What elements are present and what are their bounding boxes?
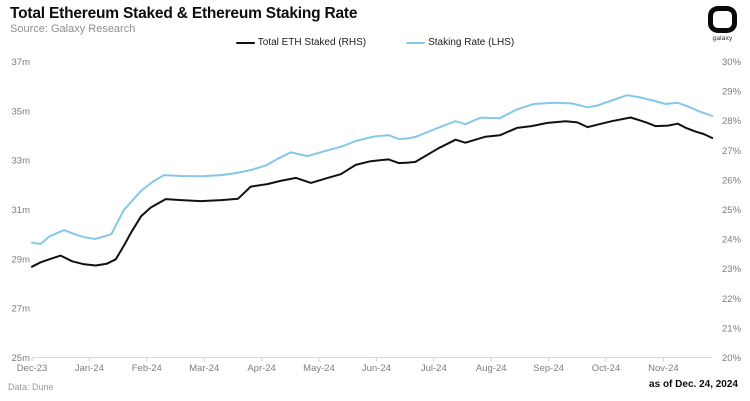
y-axis-right-label: 20% — [722, 353, 742, 364]
y-axis-left-label: 33m — [12, 156, 31, 167]
as-of-date: as of Dec. 24, 2024 — [649, 379, 738, 390]
galaxy-logo: galaxy — [708, 6, 737, 42]
series-line-total-eth-staked-rhs — [31, 116, 714, 268]
x-axis-label: Sep-24 — [533, 363, 564, 374]
x-axis-label: May-24 — [303, 363, 335, 374]
y-axis-left-label: 27m — [12, 304, 31, 315]
line-swatch-blue — [406, 41, 426, 44]
page-title: Total Ethereum Staked & Ethereum Staking… — [10, 5, 358, 22]
x-axis-label: Jun-24 — [362, 363, 391, 374]
y-axis-right-label: 24% — [722, 235, 742, 246]
x-axis-label: Jul-24 — [421, 363, 447, 374]
y-axis-left-label: 31m — [12, 205, 31, 216]
y-axis-right-label: 29% — [722, 87, 742, 98]
y-axis-right-label: 28% — [722, 116, 742, 127]
page-subtitle: Source: Galaxy Research — [10, 23, 136, 35]
legend-label: Staking Rate (LHS) — [428, 37, 515, 48]
x-axis-label: Oct-24 — [592, 363, 621, 374]
line-swatch-black — [235, 41, 255, 44]
y-axis-left-label: 37m — [12, 57, 31, 68]
galaxy-logo-label: galaxy — [712, 35, 733, 42]
y-axis-left-label: 35m — [12, 106, 31, 117]
x-axis-label: Nov-24 — [648, 363, 679, 374]
y-axis-right-label: 22% — [722, 294, 742, 305]
x-axis-label: Mar-24 — [189, 363, 219, 374]
y-axis-right-label: 21% — [722, 323, 742, 334]
y-axis-right-label: 23% — [722, 264, 742, 275]
x-axis-label: Jan-24 — [75, 363, 104, 374]
legend-item-staking-rate: Staking Rate (LHS) — [406, 37, 514, 48]
y-axis-right-label: 30% — [722, 57, 742, 68]
data-source-note: Data: Dune — [8, 382, 54, 392]
series-line-staking-rate-lhs — [31, 94, 714, 245]
x-axis-label: Apr-24 — [247, 363, 276, 374]
x-axis-label: Dec-23 — [17, 363, 48, 374]
y-axis-right-label: 27% — [722, 146, 742, 157]
legend-item-total-eth-staked: Total ETH Staked (RHS) — [235, 37, 367, 48]
y-axis-right-label: 25% — [722, 205, 742, 216]
chart-legend: Total ETH Staked (RHS) Staking Rate (LHS… — [0, 37, 750, 48]
y-axis-right-label: 26% — [722, 175, 742, 186]
x-axis-label: Feb-24 — [132, 363, 162, 374]
x-axis-label: Aug-24 — [476, 363, 507, 374]
galaxy-logo-icon — [708, 6, 737, 33]
legend-label: Total ETH Staked (RHS) — [257, 37, 367, 48]
y-axis-left-label: 25m — [12, 353, 31, 364]
y-axis-left-label: 29m — [12, 254, 31, 265]
